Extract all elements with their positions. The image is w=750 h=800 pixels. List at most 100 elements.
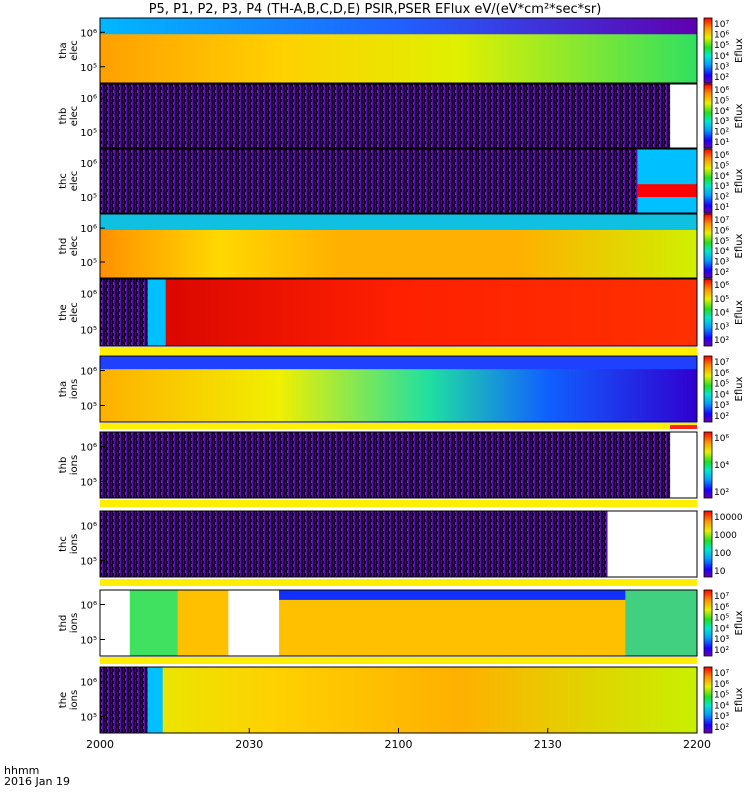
colorbar-tick-label: 10⁶ bbox=[714, 369, 729, 379]
panel-probe-label: tha bbox=[58, 381, 69, 397]
colorbar-tick-label: 10⁶ bbox=[714, 226, 729, 236]
panel-probe-label: thd bbox=[58, 615, 69, 632]
colorbar-tick-label: 10² bbox=[714, 412, 729, 422]
colorbar-tick-label: 10³ bbox=[714, 635, 729, 645]
colorbar-tick-label: 10⁵ bbox=[714, 614, 729, 624]
panel-probe-label: thb bbox=[58, 108, 69, 125]
colorbar-tick-label: 10³ bbox=[714, 258, 729, 268]
colorbar bbox=[703, 355, 713, 423]
panel-probe-label: the bbox=[58, 692, 69, 708]
y-tick-label: 10⁶ bbox=[80, 94, 97, 105]
colorbar-tick-label: 10² bbox=[714, 723, 729, 733]
y-tick-label: 10⁶ bbox=[80, 522, 97, 533]
colorbar-tick-label: 10² bbox=[714, 646, 729, 656]
colorbar-tick-label: 10⁶ bbox=[714, 434, 729, 444]
panel-species-label: elec bbox=[69, 171, 80, 192]
colorbar-tick-label: 10⁴ bbox=[714, 624, 729, 634]
colorbar bbox=[703, 666, 713, 734]
panel-species-label: elec bbox=[69, 40, 80, 61]
colorbar-tick-label: 100 bbox=[714, 549, 731, 559]
colorbar-tick-label: 10¹ bbox=[714, 203, 729, 213]
colorbar bbox=[703, 148, 713, 214]
y-tick-label: 10⁵ bbox=[80, 193, 97, 204]
colorbar-label: Eflux bbox=[734, 38, 745, 63]
colorbar bbox=[703, 431, 713, 499]
colorbar-tick-label: 10⁷ bbox=[714, 358, 729, 368]
x-tick-label: 2130 bbox=[534, 738, 562, 751]
colorbar-label: Eflux bbox=[734, 687, 745, 712]
y-tick-label: 10⁵ bbox=[80, 325, 97, 336]
panel-probe-label: thc bbox=[58, 173, 69, 189]
y-tick-label: 10⁶ bbox=[80, 224, 97, 235]
colorbar-label: Eflux bbox=[734, 376, 745, 401]
colorbar-tick-label: 10² bbox=[714, 488, 729, 498]
colorbar-tick-label: 10³ bbox=[714, 62, 729, 72]
colorbar-tick-label: 10¹ bbox=[714, 138, 729, 148]
colorbar-tick-label: 10⁴ bbox=[714, 247, 729, 257]
panel-species-label: ions bbox=[69, 613, 80, 633]
colorbar bbox=[703, 83, 713, 149]
colorbar-tick-label: 10⁴ bbox=[714, 309, 729, 319]
y-tick-label: 10⁵ bbox=[80, 713, 97, 724]
y-tick-label: 10⁶ bbox=[80, 601, 97, 612]
y-tick-label: 10⁶ bbox=[80, 28, 97, 39]
colorbar-tick-label: 10⁶ bbox=[714, 281, 729, 291]
colorbar-tick-label: 10⁵ bbox=[714, 41, 729, 51]
panel-species-label: elec bbox=[69, 302, 80, 323]
panel-probe-label: thb bbox=[58, 457, 69, 474]
colorbar-tick-label: 10² bbox=[714, 336, 729, 346]
colorbar-tick-label: 10000 bbox=[714, 513, 743, 523]
colorbar bbox=[703, 510, 713, 578]
panel-probe-label: the bbox=[58, 304, 69, 320]
colorbar-tick-label: 10² bbox=[714, 73, 729, 83]
x-units-label: hhmm bbox=[4, 764, 39, 777]
y-tick-label: 10⁵ bbox=[80, 63, 97, 74]
colorbar-tick-label: 10⁷ bbox=[714, 669, 729, 679]
colorbar-tick-label: 10⁷ bbox=[714, 216, 729, 226]
colorbar bbox=[703, 278, 713, 347]
colorbar-tick-label: 10⁶ bbox=[714, 86, 729, 96]
colorbar-tick-label: 10⁷ bbox=[714, 20, 729, 30]
panel-species-label: elec bbox=[69, 236, 80, 257]
panel-species-label: elec bbox=[69, 106, 80, 127]
y-tick-label: 10⁶ bbox=[80, 159, 97, 170]
colorbar-tick-label: 10⁵ bbox=[714, 96, 729, 106]
colorbar-tick-label: 10² bbox=[714, 193, 729, 203]
colorbar-tick-label: 10⁴ bbox=[714, 172, 729, 182]
colorbar-tick-label: 10³ bbox=[714, 322, 729, 332]
x-tick-label: 2000 bbox=[86, 738, 114, 751]
colorbar-tick-label: 10³ bbox=[714, 117, 729, 127]
colorbar-label: Eflux bbox=[734, 168, 745, 193]
status-strip-red bbox=[670, 425, 697, 429]
chart-title: P5, P1, P2, P3, P4 (TH-A,B,C,D,E) PSIR,P… bbox=[148, 2, 602, 17]
x-tick-label: 2100 bbox=[385, 738, 413, 751]
x-tick-label: 2030 bbox=[235, 738, 263, 751]
panel-probe-label: thc bbox=[58, 536, 69, 552]
status-strip bbox=[100, 423, 697, 429]
colorbar-tick-label: 10² bbox=[714, 128, 729, 138]
colorbar-tick-label: 10⁶ bbox=[714, 151, 729, 161]
colorbar-tick-label: 10⁶ bbox=[714, 603, 729, 613]
colorbar-tick-label: 10³ bbox=[714, 401, 729, 411]
status-strip bbox=[100, 657, 697, 664]
colorbar-tick-label: 10⁴ bbox=[714, 52, 729, 62]
status-strip bbox=[100, 352, 697, 355]
panel-species-label: ions bbox=[69, 690, 80, 710]
colorbar-tick-label: 10⁴ bbox=[714, 390, 729, 400]
colorbar-label: Eflux bbox=[734, 103, 745, 128]
colorbar-tick-label: 10³ bbox=[714, 712, 729, 722]
y-tick-label: 10⁵ bbox=[80, 258, 97, 269]
panel-species-label: ions bbox=[69, 534, 80, 554]
panel-probe-label: tha bbox=[58, 42, 69, 58]
colorbar bbox=[703, 17, 713, 84]
colorbar-tick-label: 10⁵ bbox=[714, 161, 729, 171]
colorbar-tick-label: 10⁵ bbox=[714, 237, 729, 247]
status-strip bbox=[100, 347, 697, 352]
y-tick-label: 10⁶ bbox=[80, 443, 97, 454]
